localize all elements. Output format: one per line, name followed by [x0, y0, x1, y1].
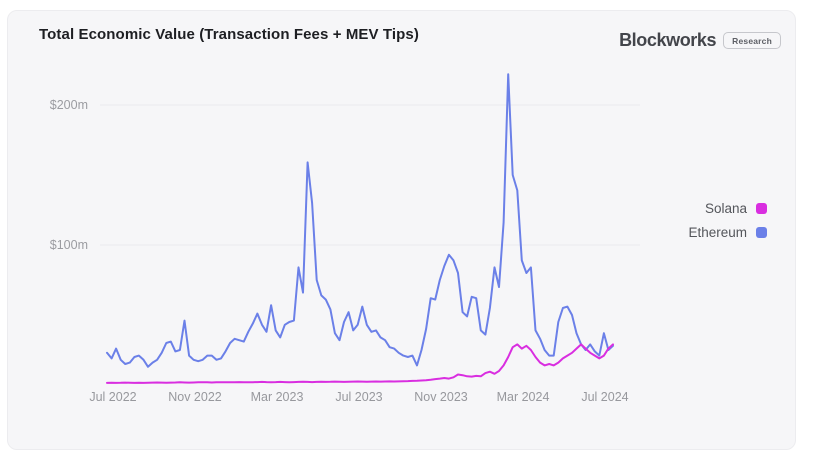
- x-axis-tick: Nov 2022: [168, 390, 222, 404]
- x-axis-tick: Jul 2024: [581, 390, 629, 404]
- legend-label-ethereum: Ethereum: [688, 225, 747, 240]
- blockworks-wordmark: Blockworks: [619, 30, 717, 50]
- legend-label-solana: Solana: [704, 201, 747, 216]
- legend-swatch-ethereum: [756, 227, 767, 238]
- x-axis-tick: Nov 2023: [414, 390, 468, 404]
- blockworks-logo: Blockworks Research: [619, 30, 781, 51]
- chart-card: Total Economic Value (Transaction Fees +…: [7, 10, 796, 450]
- x-axis-tick: Mar 2023: [250, 390, 304, 404]
- solana-line[interactable]: [106, 343, 614, 384]
- x-axis-tick: Jul 2023: [335, 390, 383, 404]
- legend: Solana Ethereum: [688, 201, 767, 240]
- x-axis-tick: Jul 2022: [89, 390, 137, 404]
- legend-item-solana[interactable]: Solana: [705, 201, 767, 216]
- ethereum-line[interactable]: [106, 73, 614, 368]
- x-axis-tick: Mar 2024: [496, 390, 550, 404]
- legend-item-ethereum[interactable]: Ethereum: [688, 225, 767, 240]
- research-badge: Research: [723, 32, 781, 49]
- chart-title: Total Economic Value (Transaction Fees +…: [39, 26, 419, 43]
- y-axis-tick: $100m: [49, 238, 88, 252]
- y-axis-tick: $200m: [49, 98, 88, 112]
- legend-swatch-solana: [756, 203, 767, 214]
